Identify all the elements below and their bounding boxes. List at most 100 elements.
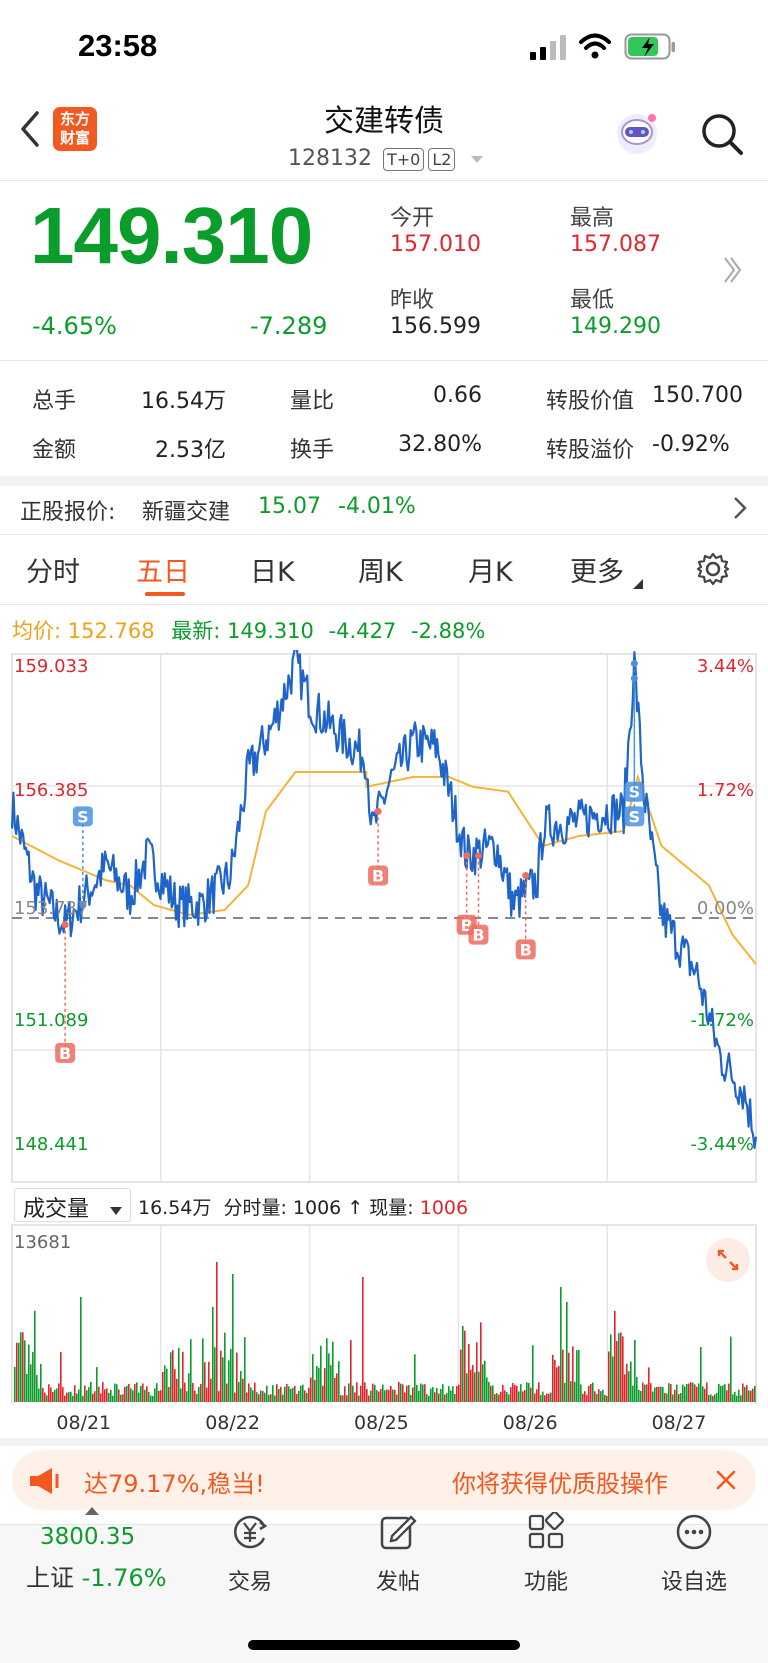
volume-bar [500,1391,502,1402]
volume-bar [256,1392,258,1402]
tab-more[interactable]: 更多 [570,550,643,589]
volume-bar [676,1384,678,1402]
security-code-row[interactable]: 128132 T+0 L2 [288,146,484,171]
volume-bar [732,1394,734,1402]
volume-bar [130,1388,132,1402]
high-label: 最高 [570,206,615,231]
underlying-stock-row[interactable]: 正股报价: 新疆交建 15.07 -4.01% [0,486,768,534]
buy-marker-label: B [59,1044,71,1063]
volume-bar [188,1373,190,1402]
volume-bar [264,1392,266,1402]
tab-weekly-k[interactable]: 周K [358,557,403,588]
volume-bar [98,1386,100,1402]
volume-bar [32,1351,34,1402]
volume-bar [520,1384,522,1402]
volume-bar [724,1384,726,1402]
volume-bar [402,1384,404,1402]
search-icon[interactable] [700,112,744,156]
indicator-selector-label: 成交量 [23,1197,90,1222]
volume-bar [20,1332,22,1402]
volume-bar [646,1384,648,1402]
volume-bar [368,1395,370,1402]
turnover-value: 32.80% [398,432,482,457]
volume-bar [302,1384,304,1402]
volume-bar [62,1387,64,1402]
volume-bar [118,1389,120,1402]
volume-bar [42,1388,44,1402]
volume-bar [48,1384,50,1402]
index-ticker[interactable]: 3800.35 上证 -1.76% [18,1506,168,1606]
volume-bar [80,1297,82,1402]
volume-bar [688,1383,690,1402]
promo-banner[interactable]: 达79.17%,稳当! 你将获得优质股操作 [12,1450,756,1510]
header-divider [0,180,768,181]
volume-bar [414,1354,416,1402]
indicator-selector[interactable]: 成交量 [14,1188,132,1222]
tab-monthly-k[interactable]: 月K [468,557,513,588]
volume-bar [424,1384,426,1402]
volume-bar [524,1390,526,1402]
volume-bar [558,1365,560,1402]
volume-bar [698,1383,700,1402]
volume-bar [634,1339,636,1402]
turnover-label: 换手 [290,438,335,463]
marker-dot [522,871,530,879]
change-percent: -4.65% [32,312,117,340]
volume-bar [88,1387,90,1402]
back-icon[interactable] [18,110,42,148]
volume-bar [86,1390,88,1402]
nav-functions[interactable]: 功能 [498,1510,594,1596]
volume-bar [100,1393,102,1402]
volume-bar [458,1384,460,1402]
tab-intraday[interactable]: 分时 [26,557,80,588]
volume-bar [234,1392,236,1402]
volume-bar [104,1389,106,1402]
volume-bar [678,1393,680,1402]
volume-bar [158,1390,160,1402]
volume-bar [518,1391,520,1402]
volume-bar [198,1387,200,1402]
volume-bar [152,1395,154,1402]
latest-pct: -2.88% [410,619,486,643]
settings-gear-icon[interactable] [696,552,730,586]
volume-bar [252,1390,254,1402]
tab-daily-k[interactable]: 日K [250,557,295,588]
buy-marker-label: B [520,940,532,959]
volume-bar [612,1356,614,1402]
volume-bar [410,1395,412,1402]
volume-bar [704,1388,706,1402]
robot-assistant-icon[interactable] [612,108,662,158]
volume-bar [472,1364,474,1402]
volume-bar [506,1392,508,1402]
volume-bar [686,1383,688,1402]
volume-bar [16,1342,18,1402]
nav-post[interactable]: 发帖 [350,1512,446,1596]
expand-button[interactable] [706,1238,750,1282]
y-left-tick: 156.385 [14,780,88,801]
tag-t0: T+0 [382,147,425,171]
volume-bar [700,1347,702,1402]
chevron-right-double-icon[interactable] [722,252,744,288]
volume-bar [438,1393,440,1402]
volume-bar [522,1391,524,1402]
volume-bar [434,1392,436,1402]
close-icon[interactable] [714,1468,738,1492]
volume-bar [462,1325,464,1402]
volume-bar [284,1386,286,1402]
volume-bar [642,1382,644,1402]
volume-bar [182,1351,184,1402]
volume-bar [684,1386,686,1402]
tab-five-day[interactable]: 五日 [136,557,190,588]
nav-trade[interactable]: 交易 [202,1512,298,1596]
nav-watchlist[interactable]: 设自选 [644,1512,744,1596]
volume-bar [554,1359,556,1402]
app-logo[interactable]: 东方 财富 [53,107,97,151]
volume-chart[interactable]: 13681 [0,1224,768,1404]
volume-bar [670,1384,672,1402]
grid-apps-icon [528,1510,565,1549]
volume-bar [620,1332,622,1402]
volume-bar [690,1382,692,1402]
volume-bar [494,1394,496,1402]
volume-bar [510,1387,512,1402]
